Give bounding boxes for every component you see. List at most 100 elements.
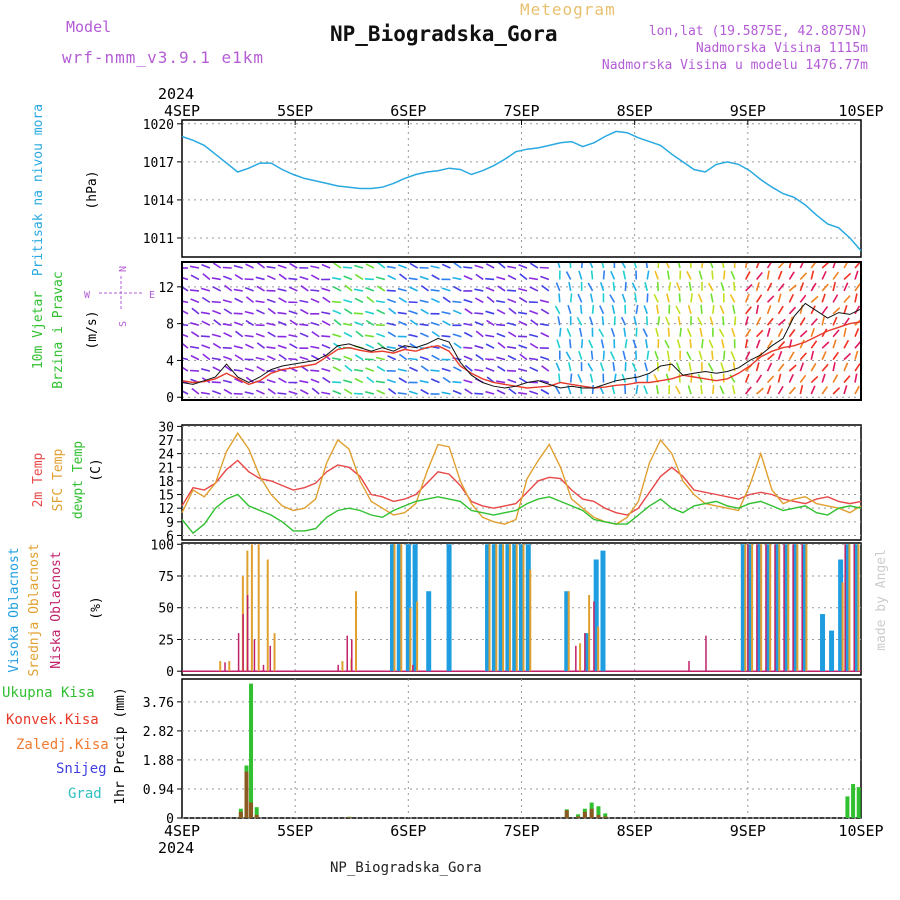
temp-sfc-line xyxy=(181,431,862,525)
wind-barb xyxy=(277,288,287,292)
wind-barb xyxy=(634,293,638,303)
cloud-mid-bar xyxy=(416,601,419,672)
wind-barb xyxy=(711,270,714,280)
wind-barb xyxy=(344,284,353,292)
wind-barb xyxy=(343,299,353,304)
wind-barb xyxy=(244,391,254,395)
wind-barb xyxy=(832,351,839,361)
wind-barb xyxy=(690,293,693,303)
wind-barb xyxy=(621,293,627,303)
wind-barb xyxy=(720,362,725,372)
wind-barb xyxy=(558,327,562,337)
wind-barb xyxy=(201,344,211,349)
wind-barb xyxy=(182,300,189,304)
wind-barb xyxy=(474,321,484,327)
wind-barb xyxy=(310,321,320,327)
wind-barb xyxy=(599,305,605,315)
wind-barb xyxy=(554,305,561,315)
wind-barb xyxy=(832,362,836,372)
cloud-low-bar xyxy=(253,639,256,672)
wind-barb xyxy=(233,288,243,292)
y-tick-label: 21 xyxy=(158,461,174,476)
y-tick-label: 75 xyxy=(158,570,174,585)
wind-barb xyxy=(591,384,594,395)
legend-precip-2: Zaledj.Kisa xyxy=(16,737,109,753)
wind-barb xyxy=(810,385,816,395)
wind-barb xyxy=(653,293,659,303)
wind-barb xyxy=(398,377,408,384)
cloud-high-bar xyxy=(405,544,411,672)
wind-barb xyxy=(799,352,807,361)
wind-barb xyxy=(821,293,826,303)
wind-barb xyxy=(419,323,429,327)
wind-barb xyxy=(587,282,594,292)
cloud-high-bar xyxy=(446,544,452,672)
cloud-mid-bar xyxy=(400,544,403,672)
wind-barb xyxy=(332,300,342,304)
cloud-high-bar xyxy=(498,544,504,672)
cloud-mid-bar xyxy=(266,559,269,672)
wind-barb xyxy=(854,363,861,372)
wind-barb xyxy=(353,312,364,315)
wind-barb xyxy=(332,357,342,361)
wind-barb xyxy=(277,344,287,349)
wind-barb xyxy=(190,354,200,361)
wind-barb xyxy=(519,273,528,281)
wind-barb xyxy=(799,282,805,292)
wind-barb xyxy=(655,384,659,395)
wind-barb xyxy=(654,350,659,360)
x-tick-label-top: 6SEP xyxy=(390,102,426,120)
y-tick-label: 0 xyxy=(166,665,174,680)
y-tick-label: 1011 xyxy=(143,232,174,247)
wind-barb xyxy=(464,308,473,315)
ylabel-unit-pressure: (hPa) xyxy=(85,170,100,209)
wind-barb xyxy=(657,316,661,326)
wind-barb xyxy=(621,373,627,383)
wind-barb xyxy=(453,342,462,349)
wind-barb xyxy=(397,311,407,315)
wind-barb xyxy=(832,307,841,315)
wind-barb xyxy=(441,335,451,338)
wind-barb xyxy=(343,275,353,281)
wind-barb xyxy=(528,277,539,281)
wind-barb xyxy=(665,373,670,383)
wind-barb xyxy=(497,262,506,269)
precip-conv-bar xyxy=(347,817,352,818)
wind-barb xyxy=(475,354,484,361)
wind-barb xyxy=(689,339,692,349)
wind-barb xyxy=(332,333,342,338)
x-tick-label-top: 8SEP xyxy=(617,102,653,120)
wind-barb xyxy=(744,339,748,349)
wind-barb xyxy=(634,373,638,383)
wind-barb xyxy=(565,351,572,361)
wind-barb xyxy=(266,274,276,281)
wind-barb xyxy=(191,387,200,395)
wind-barb xyxy=(364,310,375,315)
wind-barb xyxy=(744,316,749,326)
wind-barb xyxy=(687,385,692,395)
cloud-mid-bar xyxy=(841,582,844,672)
lonlat-label: lon,lat (19.5875E, 42.8875N) xyxy=(648,24,868,39)
wind-barb xyxy=(365,263,375,269)
wind-barb xyxy=(245,263,254,269)
wind-barb xyxy=(657,262,660,269)
wind-barb xyxy=(485,263,495,269)
wind-barb xyxy=(612,362,616,372)
cloud-mid-bar xyxy=(805,544,808,672)
wind-barb xyxy=(453,262,462,269)
wind-barb xyxy=(744,373,750,383)
y-tick-label: 1020 xyxy=(143,118,174,133)
wind-barb xyxy=(409,286,418,292)
compass-w: W xyxy=(84,290,91,301)
wind-barb xyxy=(496,323,506,327)
wind-barb xyxy=(843,282,849,292)
y-tick-label: 18 xyxy=(158,475,174,490)
wind-barb xyxy=(569,339,572,349)
wind-barb xyxy=(589,373,594,383)
y-tick-label: 3.76 xyxy=(143,696,174,711)
wind-barb xyxy=(569,262,572,269)
wind-barb xyxy=(643,385,648,395)
wind-barb xyxy=(832,339,837,349)
wind-barb xyxy=(233,312,243,315)
wind-barb xyxy=(190,274,200,281)
